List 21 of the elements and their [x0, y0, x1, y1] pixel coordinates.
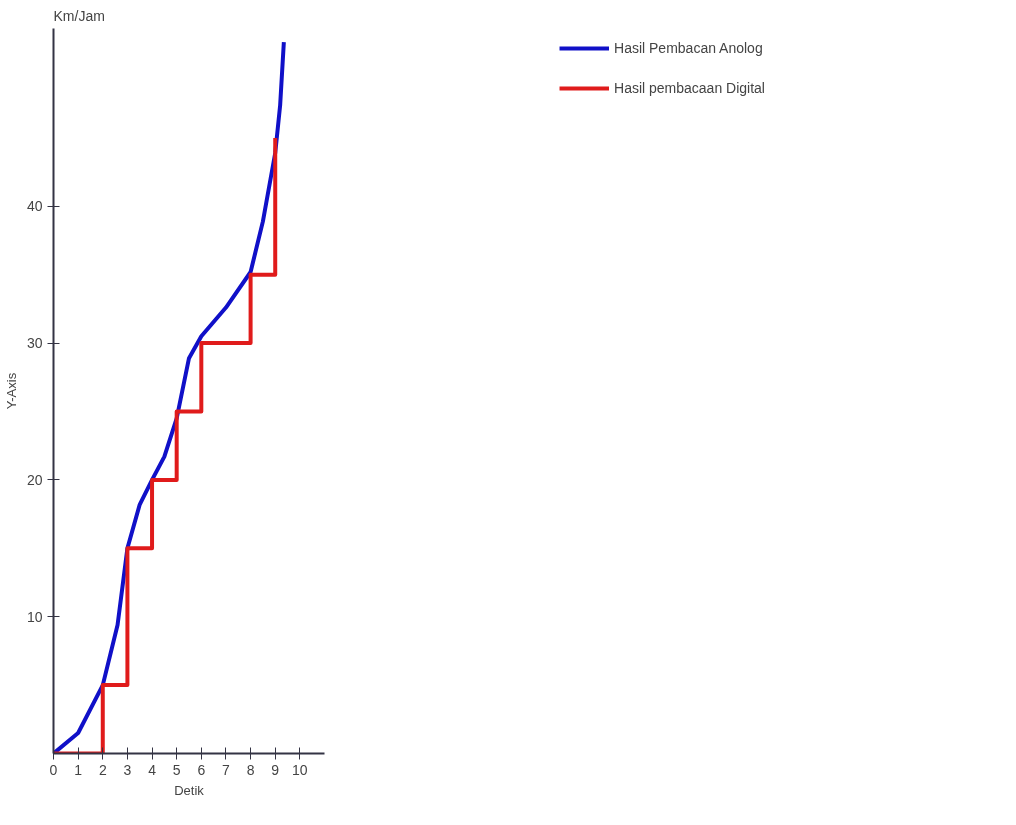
x-tick-label: 3 — [123, 761, 132, 778]
legend-label: Hasil pembacaan Digital — [614, 80, 765, 96]
x-tick-label: 6 — [197, 761, 206, 778]
x-tick-label: 7 — [222, 761, 231, 778]
text: Km/Jam — [53, 7, 105, 24]
y-tick-label: 40 — [26, 198, 43, 215]
line-series — [53, 40, 286, 754]
x-tick-label: 9 — [271, 761, 280, 778]
x-tick-label: 5 — [172, 761, 181, 778]
y-tick-label: 20 — [26, 471, 43, 488]
x-axis-title: Detik — [174, 782, 205, 798]
x-tick-label: 8 — [246, 761, 255, 778]
legend-label: Hasil Pembacan Anolog — [614, 40, 763, 56]
x-tick-label: 0 — [49, 761, 58, 778]
y-tick-label: 10 — [26, 608, 43, 625]
x-tick-label: 10 — [292, 761, 308, 778]
y-axis-title: Y-Axis — [3, 372, 19, 410]
y-tick-label: 30 — [26, 335, 43, 352]
x-tick-label: 4 — [148, 761, 157, 778]
x-tick-label: 2 — [98, 761, 107, 778]
x-tick-label: 1 — [74, 761, 83, 778]
